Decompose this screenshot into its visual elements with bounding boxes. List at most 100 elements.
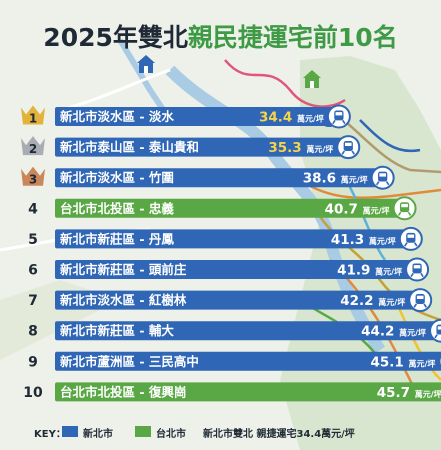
bar-8 bbox=[55, 321, 441, 341]
train-rail bbox=[332, 119, 336, 125]
value-label-8: 44.2 萬元/坪 bbox=[361, 324, 426, 340]
crown-shape bbox=[21, 136, 45, 156]
train-rail bbox=[407, 211, 412, 216]
bar-label-2: 新北市泰山區 - 泰山貴和 bbox=[60, 140, 199, 155]
train-rail bbox=[342, 119, 346, 125]
rank-label: 1 bbox=[29, 112, 37, 126]
train-window bbox=[437, 326, 441, 330]
rank-label: 3 bbox=[29, 173, 37, 187]
train-rail bbox=[423, 303, 427, 308]
value-label-6: 41.9 萬元/坪 bbox=[337, 263, 402, 279]
bar-metro-icon-6 bbox=[405, 257, 430, 282]
bar-3 bbox=[55, 168, 385, 188]
train-rail bbox=[434, 334, 438, 339]
bar-5 bbox=[55, 229, 413, 249]
train-window bbox=[379, 173, 386, 177]
train-window bbox=[335, 112, 343, 116]
value-label-3: 38.6 萬元/坪 bbox=[303, 171, 368, 187]
train-body bbox=[436, 324, 441, 335]
bar-label-3: 新北市淡水區 - 竹圍 bbox=[60, 170, 174, 185]
chart-title: 2025年雙北親民捷運宅前10名 bbox=[0, 18, 441, 54]
bar-6 bbox=[55, 260, 420, 279]
train-rail bbox=[414, 242, 418, 247]
title-part-3: 10名 bbox=[337, 23, 398, 52]
legend-label-tp: 台北市 bbox=[156, 429, 186, 440]
rank-label-4: 4 bbox=[28, 201, 38, 217]
metro-line bbox=[224, 59, 346, 108]
value-label-9: 45.1 萬元/坪 bbox=[371, 354, 436, 370]
train-rail bbox=[404, 242, 408, 247]
train-rail bbox=[420, 272, 424, 278]
bar-metro-icon-3 bbox=[370, 165, 395, 190]
value-label-4: 40.7 萬元/坪 bbox=[325, 201, 390, 217]
value-label-2: 35.3 萬元/坪 bbox=[268, 140, 333, 156]
bar-10 bbox=[55, 382, 441, 402]
home-icon-tp bbox=[303, 70, 321, 88]
bar-2 bbox=[55, 137, 351, 157]
legend-key-label: KEY： bbox=[34, 429, 66, 440]
bar-label-1: 新北市淡水區 - 淡水 bbox=[60, 109, 174, 124]
legend-note: 新北市雙北 親捷運宅34.4萬元/坪 bbox=[203, 429, 355, 440]
train-rail bbox=[413, 303, 418, 308]
train-window bbox=[407, 234, 415, 238]
bar-metro-icon-7 bbox=[408, 288, 433, 313]
train-rail bbox=[341, 150, 346, 155]
home-icon-ntp bbox=[137, 55, 155, 73]
legend: KEY： 新北市 台北市 新北市雙北 親捷運宅34.4萬元/坪 bbox=[0, 423, 441, 441]
legend-swatch-ntp bbox=[62, 426, 78, 437]
bar-1 bbox=[55, 107, 341, 126]
train-window bbox=[416, 295, 424, 299]
road bbox=[59, 68, 171, 112]
bar-7 bbox=[55, 290, 423, 310]
train-body bbox=[378, 171, 388, 182]
bar-label-8: 新北市新莊區 - 輔大 bbox=[60, 323, 174, 338]
bar-metro-icon-5 bbox=[398, 226, 423, 251]
bar-label-4: 台北市北投區 - 忠義 bbox=[60, 201, 174, 216]
metro-line bbox=[359, 119, 421, 153]
rank-label-9: 9 bbox=[28, 354, 38, 370]
rank-crown-2: 2 bbox=[21, 136, 45, 156]
value-label-10: 45.7 萬元/坪 bbox=[377, 385, 441, 401]
value-label-1: 34.4 萬元/坪 bbox=[259, 110, 324, 126]
rank-label-8: 8 bbox=[28, 324, 38, 340]
rank-label-7: 7 bbox=[28, 293, 38, 309]
train-window bbox=[401, 203, 408, 208]
title-part-1: 2025年雙北 bbox=[43, 23, 188, 52]
train-rail bbox=[351, 150, 355, 155]
bar-label-7: 新北市淡水區 - 紅樹林 bbox=[60, 293, 187, 308]
train-rail bbox=[397, 211, 402, 216]
train-rail bbox=[410, 272, 414, 278]
crown-shape bbox=[21, 166, 45, 186]
bar-label-10: 台北市北投區 - 復興崗 bbox=[60, 384, 186, 399]
house-door bbox=[310, 81, 314, 88]
rank-label-10: 10 bbox=[23, 385, 43, 401]
bar-metro-icon-1 bbox=[326, 104, 351, 129]
rank-label-6: 6 bbox=[28, 263, 38, 279]
train-window bbox=[344, 142, 352, 146]
train-rail bbox=[375, 181, 380, 186]
title-part-2: 親民捷運宅前 bbox=[187, 23, 338, 52]
bar-label-5: 新北市新莊區 - 丹鳳 bbox=[60, 231, 174, 246]
legend-label-ntp: 新北市 bbox=[83, 429, 113, 440]
bar-9 bbox=[55, 351, 441, 371]
bar-label-6: 新北市新莊區 - 頭前庄 bbox=[60, 262, 187, 277]
house-body bbox=[137, 55, 155, 73]
legend-swatch-tp bbox=[135, 426, 151, 437]
value-label-5: 41.3 萬元/坪 bbox=[331, 232, 396, 248]
house-door bbox=[144, 66, 148, 73]
train-body bbox=[412, 263, 422, 274]
bar-label-9: 新北市蘆洲區 - 三民高中 bbox=[60, 354, 199, 369]
rank-label: 2 bbox=[29, 142, 37, 156]
bar-metro-icon-4 bbox=[392, 196, 417, 221]
rank-crown-3: 3 bbox=[21, 166, 45, 187]
house-body bbox=[303, 70, 321, 88]
value-label-7: 42.2 萬元/坪 bbox=[340, 293, 405, 309]
bar-metro-icon-2 bbox=[336, 135, 361, 160]
rank-crown-1: 1 bbox=[21, 105, 45, 126]
rank-label-5: 5 bbox=[28, 232, 38, 248]
bar-metro-icon-8 bbox=[429, 318, 441, 343]
train-body bbox=[399, 202, 410, 213]
crown-shape bbox=[21, 105, 45, 125]
